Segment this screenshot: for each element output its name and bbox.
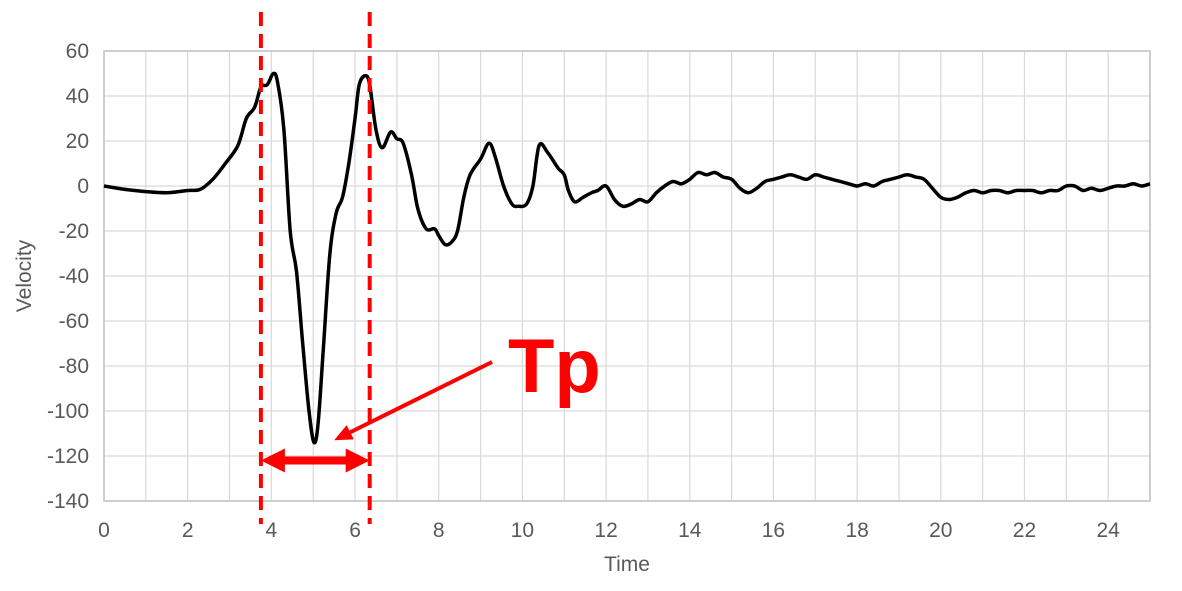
y-axis-title: Velocity <box>13 239 36 312</box>
y-tick-label: -60 <box>59 310 89 333</box>
x-tick-label: 16 <box>762 519 785 542</box>
y-tick-label: 0 <box>77 175 89 198</box>
y-tick-label: 40 <box>66 85 89 108</box>
y-tick-label: -40 <box>59 265 89 288</box>
horizontal-gridlines <box>104 95 1150 457</box>
x-tick-label: 14 <box>678 519 702 542</box>
x-tick-label: 0 <box>98 519 110 542</box>
tp-pointer-arrow-head <box>334 425 354 441</box>
x-tick-label: 12 <box>594 519 617 542</box>
x-tick-label: 8 <box>433 519 445 542</box>
y-tick-label: -80 <box>59 355 89 378</box>
plot-area-frame <box>103 50 1151 502</box>
y-tick-label: 20 <box>66 130 89 153</box>
velocity-series-line <box>103 71 1151 445</box>
y-tick-label: -120 <box>47 445 89 468</box>
x-axis-tick-labels: 0 2 4 6 8 10 12 14 16 18 20 22 24 <box>98 519 1120 542</box>
y-tick-label: -140 <box>47 490 89 513</box>
tp-double-arrow-right-head <box>345 448 370 473</box>
tp-annotation: Tp <box>258 12 601 524</box>
y-axis-tick-labels: 60 40 20 0 -20 -40 -60 -80 -100 -120 -140 <box>47 40 89 513</box>
x-tick-label: 4 <box>266 519 278 542</box>
x-tick-label: 24 <box>1096 519 1120 542</box>
x-tick-label: 2 <box>182 519 194 542</box>
x-tick-label: 18 <box>845 519 868 542</box>
y-tick-label: -20 <box>59 220 89 243</box>
y-tick-label: 60 <box>66 40 89 63</box>
x-tick-label: 20 <box>929 519 952 542</box>
tp-double-arrow-left-head <box>260 448 285 473</box>
series-group <box>103 71 1151 445</box>
x-tick-label: 10 <box>511 519 534 542</box>
tp-pointer-arrow-shaft <box>349 360 493 435</box>
x-tick-label: 6 <box>349 519 361 542</box>
x-axis-title: Time <box>604 553 650 576</box>
x-tick-label: 22 <box>1013 519 1036 542</box>
tp-label: Tp <box>508 324 601 409</box>
y-tick-label: -100 <box>47 400 89 423</box>
